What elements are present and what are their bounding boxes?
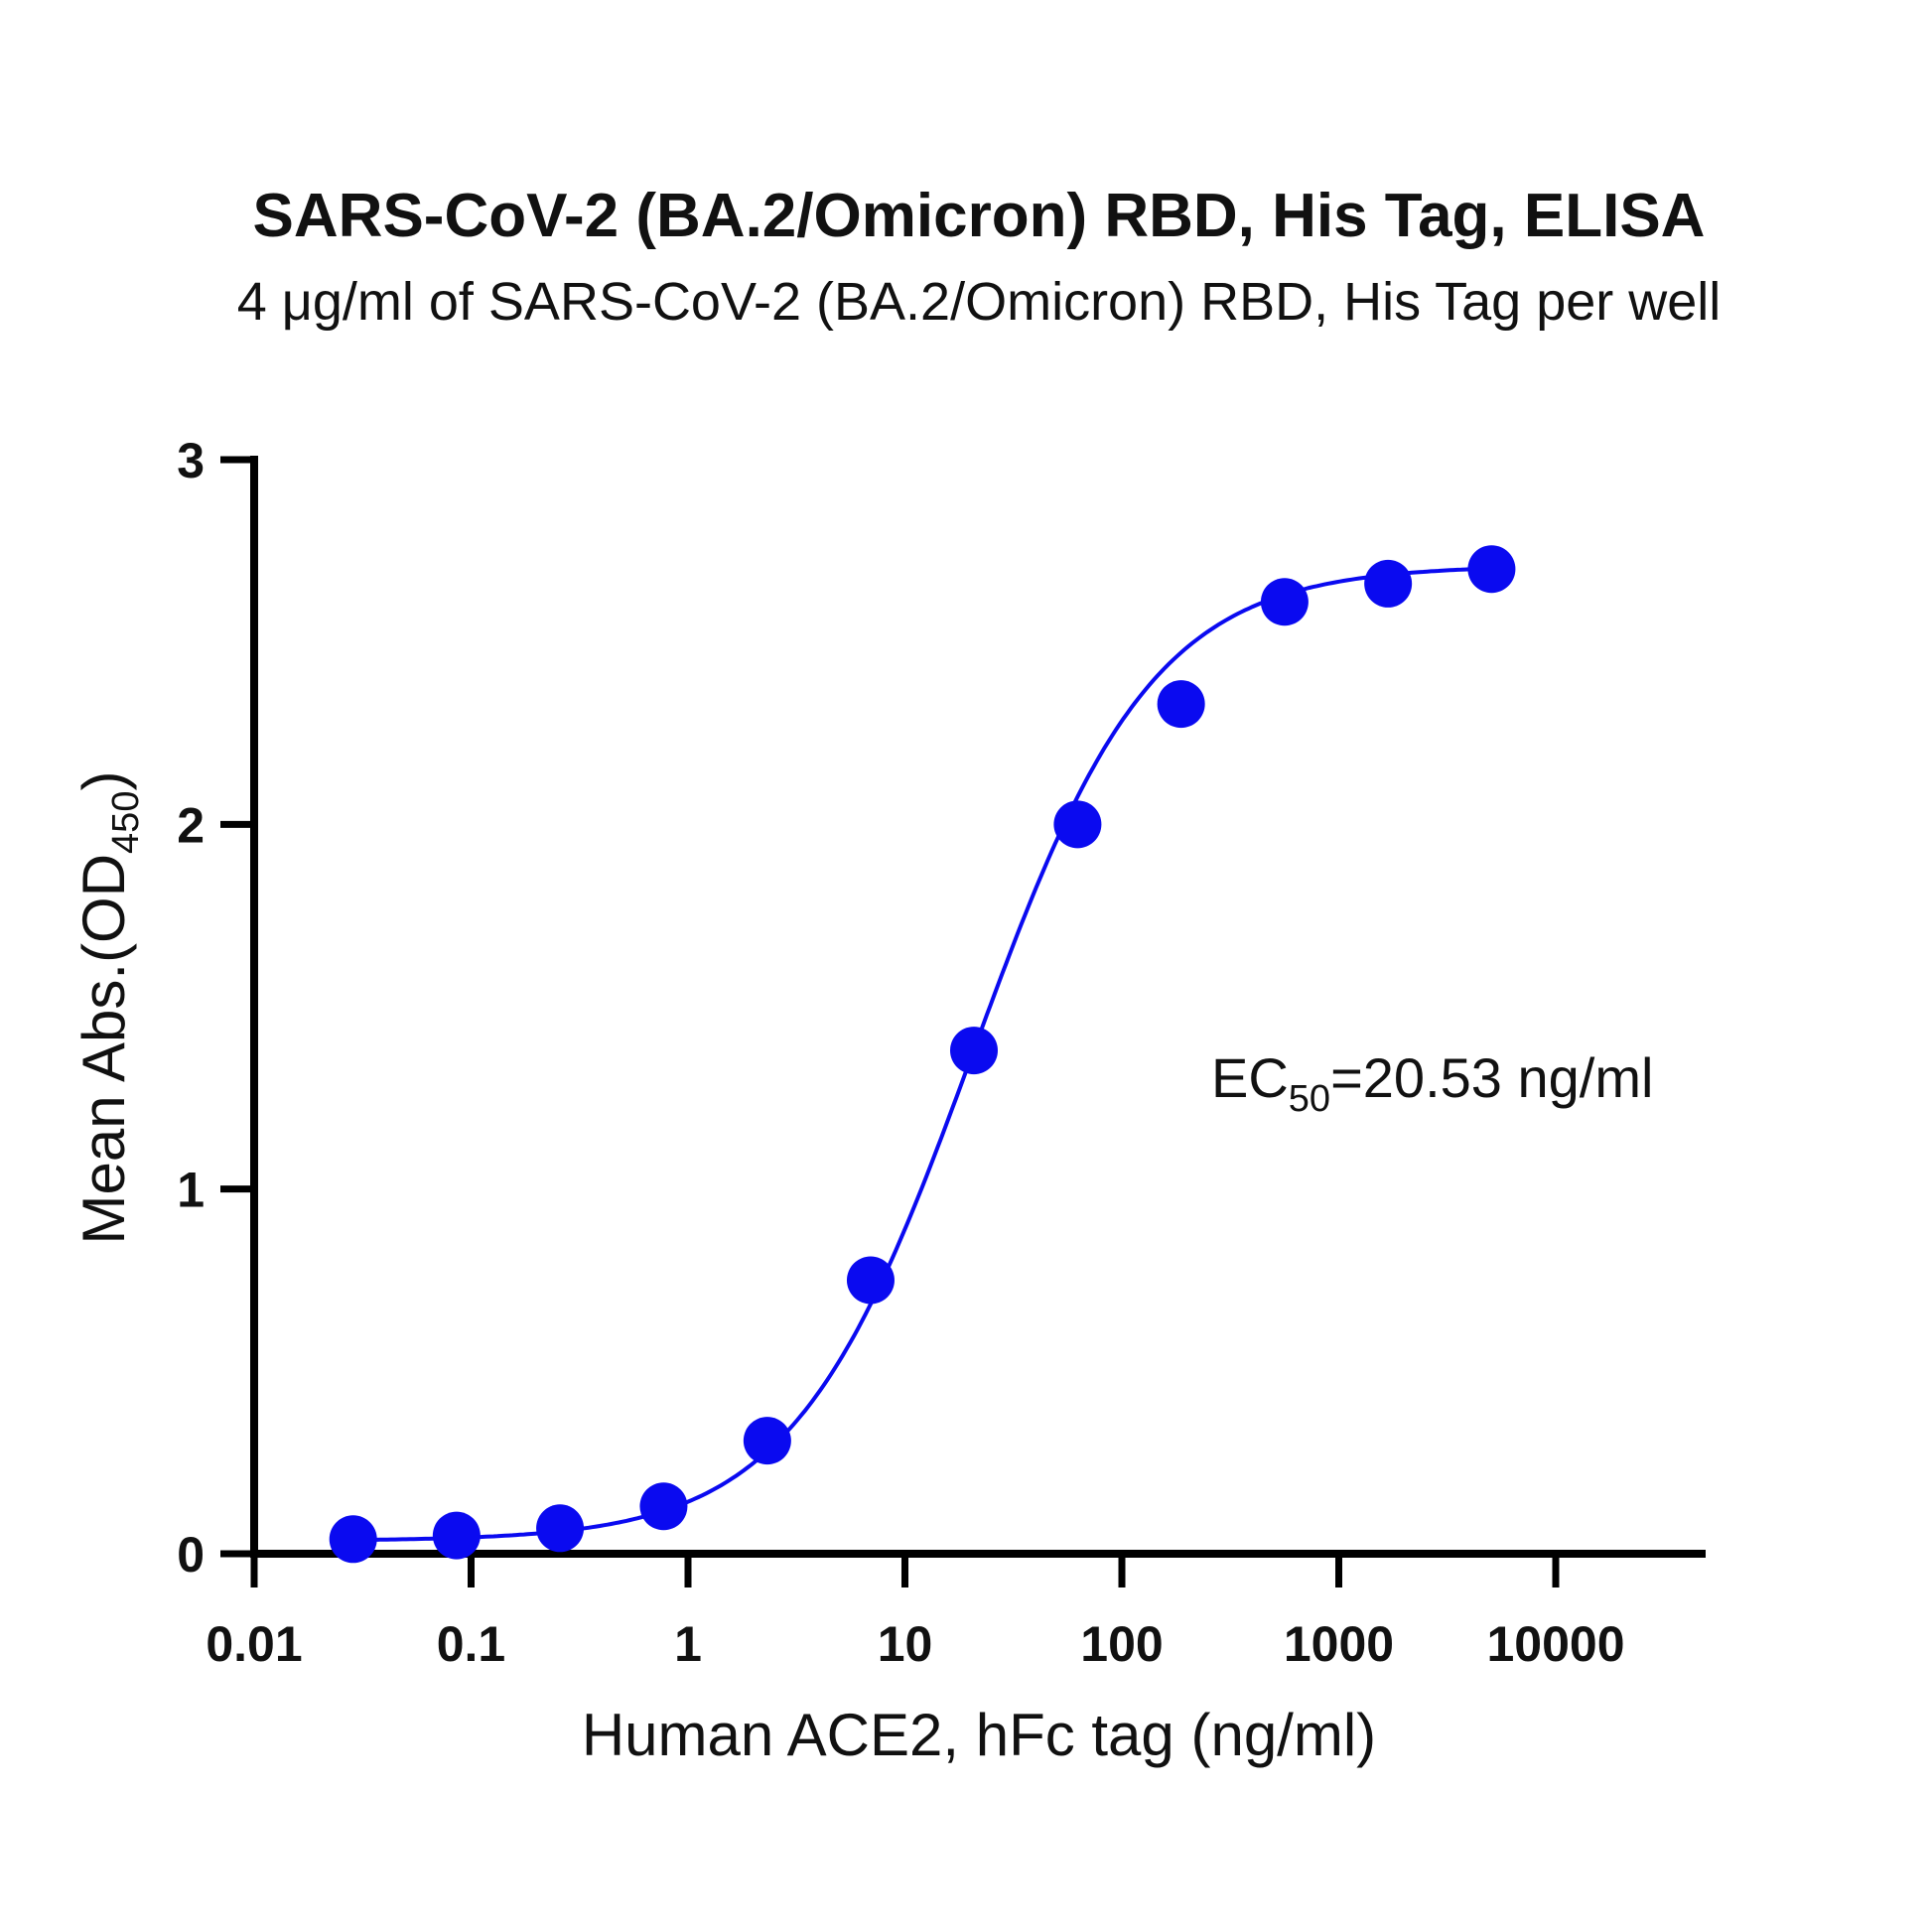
y-axis-label-subscript: 450 bbox=[105, 791, 147, 854]
data-point bbox=[1260, 578, 1309, 626]
data-point bbox=[743, 1417, 791, 1465]
data-point bbox=[846, 1256, 895, 1305]
ec50-value: =20.53 ng/ml bbox=[1330, 1046, 1653, 1109]
y-tick-label: 0 bbox=[177, 1527, 205, 1583]
data-point bbox=[432, 1511, 481, 1560]
x-tick-label: 0.01 bbox=[206, 1616, 302, 1672]
ec50-subscript: 50 bbox=[1289, 1078, 1330, 1120]
y-axis-ticks: 0 1 2 3 bbox=[177, 433, 254, 1583]
data-point bbox=[536, 1504, 585, 1553]
x-tick-label: 10000 bbox=[1486, 1616, 1624, 1672]
x-tick-label: 100 bbox=[1080, 1616, 1163, 1672]
ec50-prefix: EC bbox=[1211, 1046, 1289, 1109]
x-tick-label: 0.1 bbox=[437, 1616, 506, 1672]
x-axis-ticks: 0.01 0.1 1 10 100 1000 10000 bbox=[206, 1554, 1625, 1672]
data-point bbox=[639, 1482, 688, 1531]
y-tick-label: 2 bbox=[177, 797, 205, 853]
data-point bbox=[329, 1515, 377, 1564]
y-axis-label-close: ) bbox=[70, 771, 137, 791]
axes bbox=[250, 456, 1706, 1558]
x-axis-label: Human ACE2, hFc tag (ng/ml) bbox=[582, 1702, 1376, 1768]
y-tick-label: 1 bbox=[177, 1163, 205, 1218]
data-points bbox=[329, 545, 1516, 1564]
data-point bbox=[949, 1027, 998, 1075]
x-tick-label: 1 bbox=[674, 1616, 702, 1672]
y-axis-label-main: Mean Abs.(OD bbox=[70, 854, 137, 1245]
chart-subtitle: 4 μg/ml of SARS-CoV-2 (BA.2/Omicron) RBD… bbox=[237, 272, 1722, 332]
data-point bbox=[1364, 559, 1413, 608]
y-axis-label: Mean Abs.(OD450) bbox=[70, 771, 147, 1245]
fit-curve-line bbox=[352, 566, 1492, 1543]
data-point bbox=[1467, 545, 1516, 594]
ec50-annotation: EC50=20.53 ng/ml bbox=[1211, 1046, 1653, 1120]
data-point bbox=[1157, 680, 1205, 729]
data-point bbox=[1053, 800, 1102, 849]
x-tick-label: 1000 bbox=[1284, 1616, 1394, 1672]
x-tick-label: 10 bbox=[878, 1616, 933, 1672]
chart-title: SARS-CoV-2 (BA.2/Omicron) RBD, His Tag, … bbox=[253, 182, 1706, 250]
y-tick-label: 3 bbox=[177, 433, 205, 488]
